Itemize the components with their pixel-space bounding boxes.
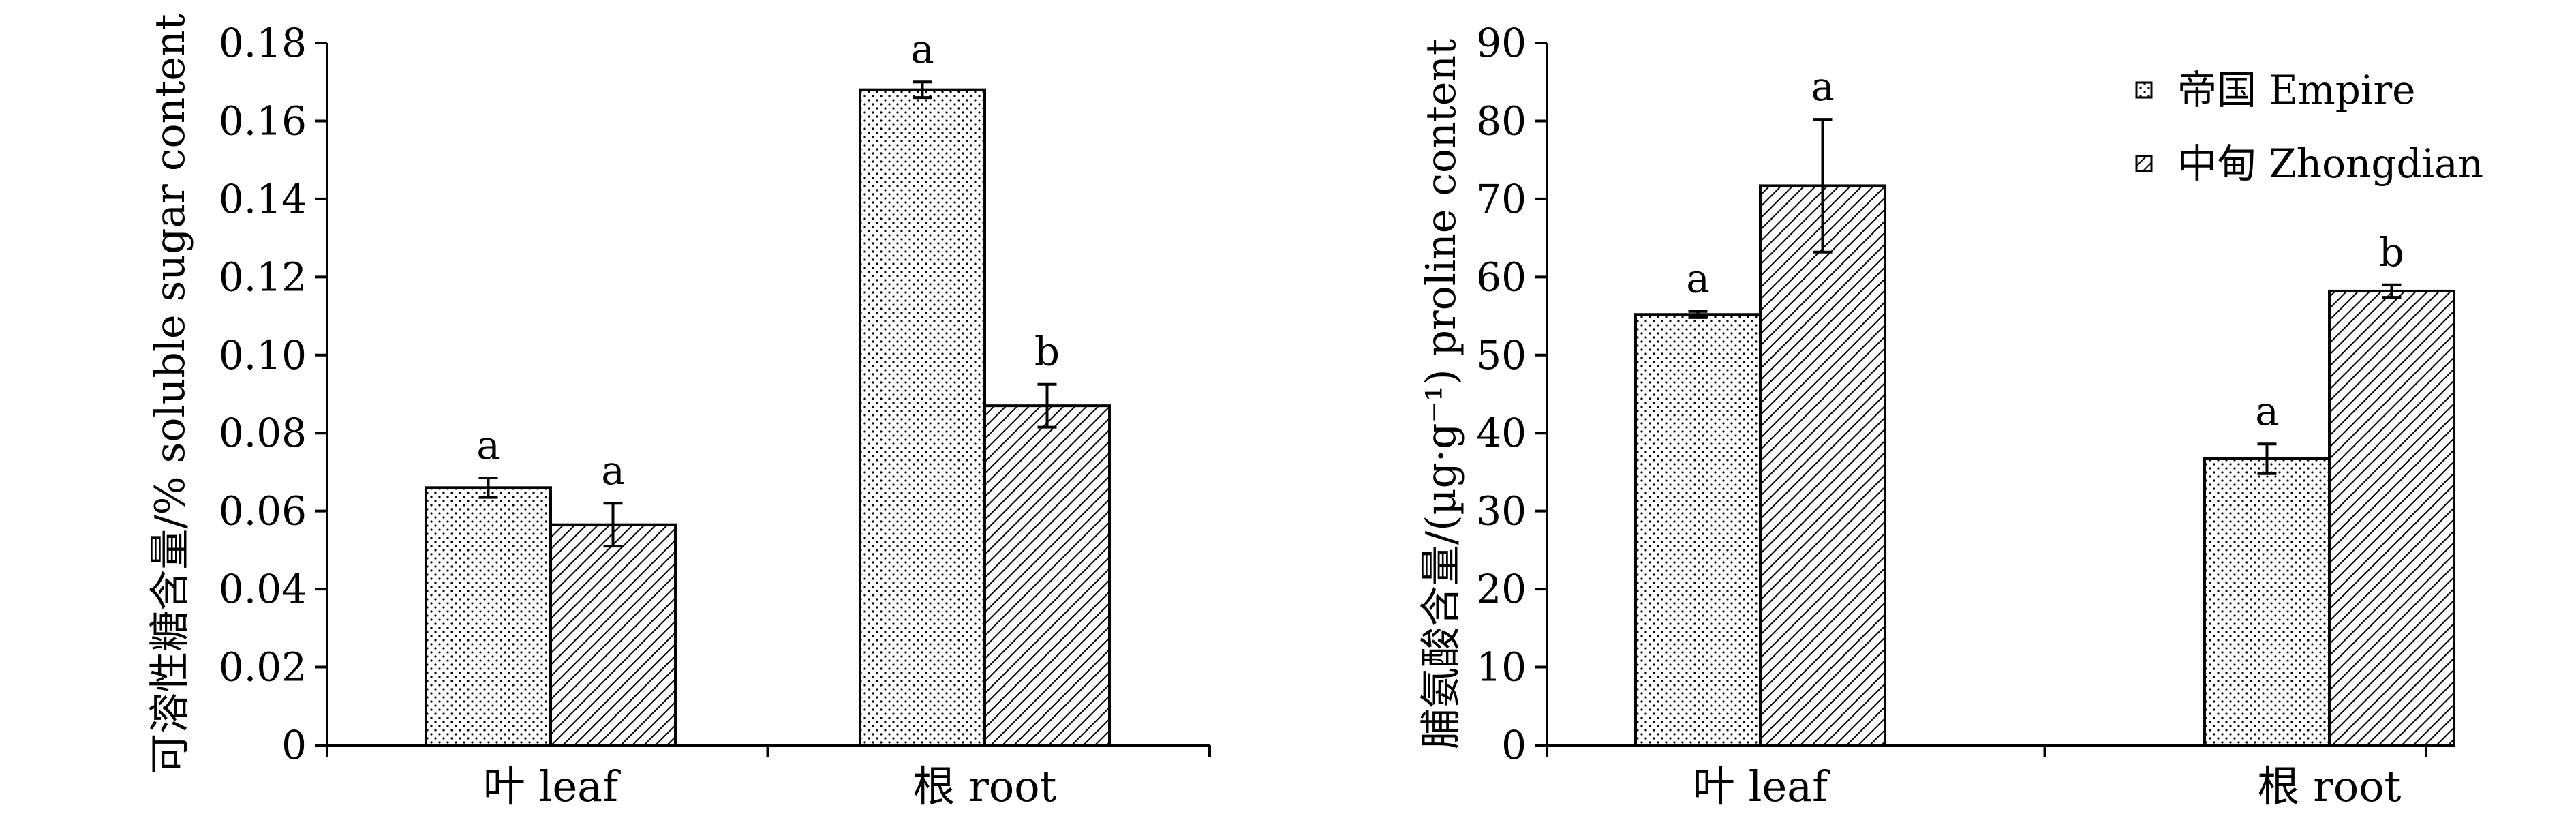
bar (2203, 457, 2331, 747)
x-category-label: 根 root (913, 762, 1057, 811)
y-tick-label: 0 (281, 722, 307, 768)
bar (1759, 184, 1886, 747)
y-tick-label: 40 (1476, 410, 1527, 456)
x-category-label: 叶 leaf (1693, 762, 1830, 811)
x-category-label: 叶 leaf (483, 762, 621, 811)
significance-label: a (601, 447, 625, 494)
y-tick-label: 60 (1476, 254, 1527, 300)
chart-soluble-sugar: 0 0.02 0.04 0.06 0.08 0.10 0.12 0.14 0.16 0.18 可溶性… (147, 14, 1211, 811)
y-tick-label: 0.02 (219, 644, 307, 691)
significance-label: a (476, 422, 500, 468)
bar (983, 404, 1111, 747)
x-category-label: 根 root (2258, 762, 2402, 811)
bar (859, 88, 986, 747)
y-tick-label: 0.06 (219, 488, 307, 534)
bar (1634, 313, 1762, 747)
significance-label: b (2379, 229, 2404, 275)
legend-label: 中甸 Zhongdian (2177, 140, 2483, 187)
y-tick-label: 50 (1476, 332, 1527, 378)
legend-label: 帝国 Empire (2177, 67, 2416, 113)
y-tick-label: 80 (1476, 97, 1527, 144)
bar (425, 486, 552, 747)
bar (2328, 289, 2455, 747)
y-tick-label: 0.16 (219, 97, 307, 144)
y-axis-title: 可溶性糖含量/% soluble sugar content (147, 14, 194, 774)
y-tick-label: 20 (1476, 566, 1527, 612)
significance-label: a (2255, 388, 2279, 434)
y-tick-label: 10 (1476, 644, 1527, 691)
legend: 帝国 Empire 中甸 Zhongdian (2135, 67, 2483, 187)
y-tick-label: 0.04 (219, 566, 307, 612)
y-tick-label: 0.18 (219, 20, 307, 66)
y-tick-label: 90 (1476, 20, 1527, 66)
significance-label: a (910, 26, 934, 72)
significance-label: a (1686, 256, 1710, 302)
y-tick-label: 0 (1501, 722, 1527, 768)
significance-label: b (1034, 329, 1060, 375)
legend-swatch (2135, 155, 2153, 172)
y-tick-label: 0.12 (219, 254, 307, 300)
y-axis-title: 脯氨酸含量/(µg·g⁻¹) proline content (1417, 39, 1465, 749)
y-tick-label: 70 (1476, 176, 1527, 222)
significance-label: a (1811, 63, 1835, 110)
y-tick-label: 0.14 (219, 176, 307, 222)
y-tick-label: 30 (1476, 488, 1527, 534)
legend-swatch (2135, 81, 2153, 99)
y-tick-label: 0.08 (219, 410, 307, 456)
y-tick-label: 0.10 (219, 332, 307, 378)
bar (549, 523, 677, 747)
